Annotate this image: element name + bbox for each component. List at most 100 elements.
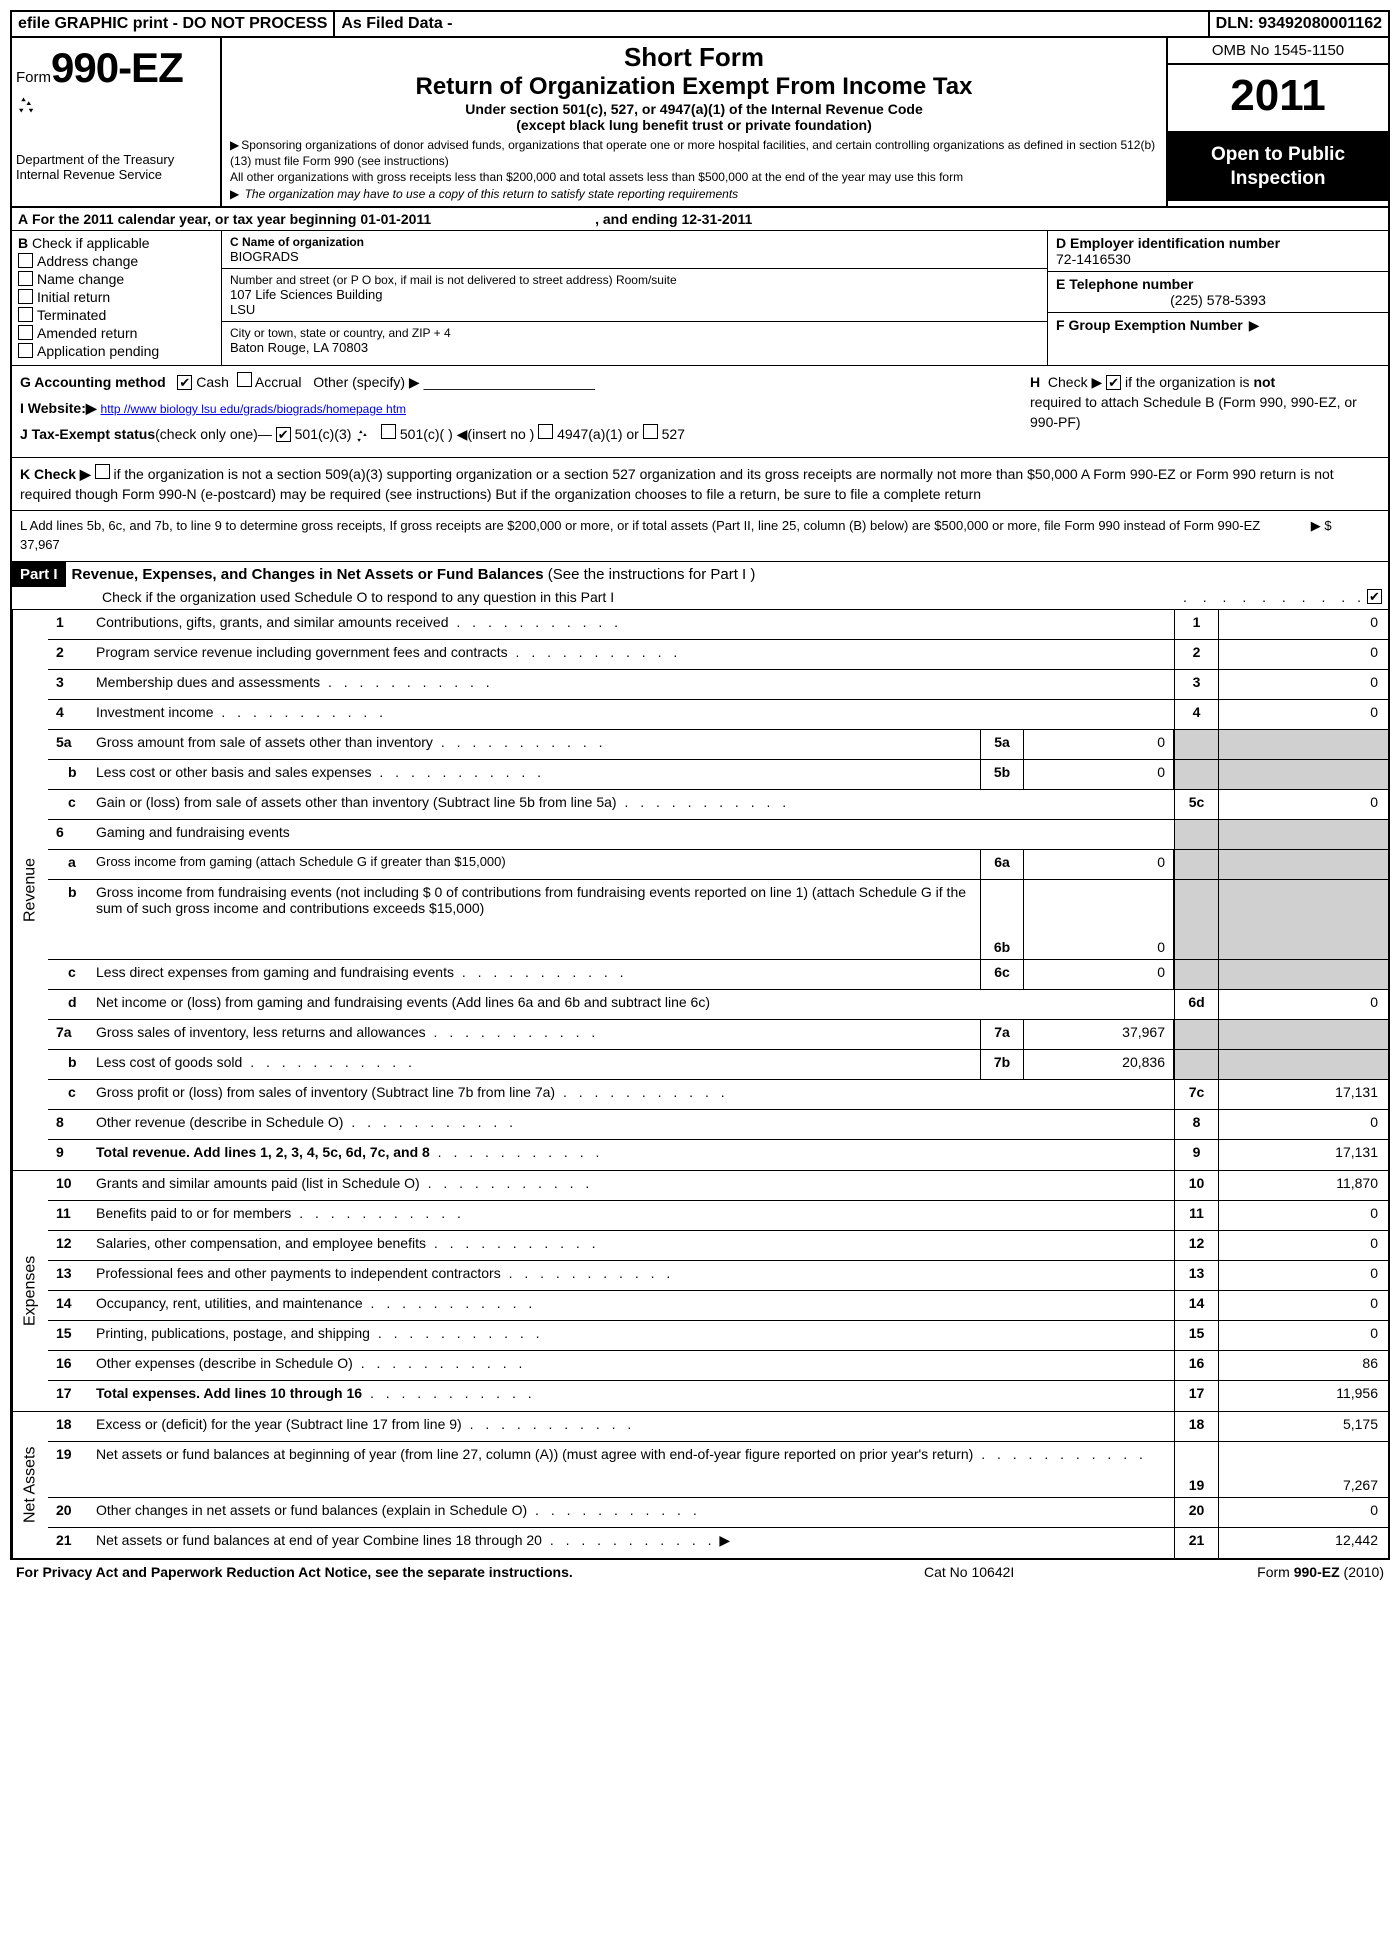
e-label: E Telephone number <box>1056 276 1380 292</box>
l7b-d: Less cost of goods sold <box>96 1054 242 1070</box>
d-label: D Employer identification number <box>1056 235 1380 251</box>
checkbox-initial-return[interactable] <box>18 289 33 304</box>
tax-year: 2011 <box>1168 65 1388 133</box>
l6d-d: Net income or (loss) from gaming and fun… <box>96 994 710 1010</box>
f-label: F Group Exemption Number <box>1056 317 1243 333</box>
l5c-d: Gain or (loss) from sale of assets other… <box>96 794 617 810</box>
part-i-see: (See the instructions for Part I ) <box>548 566 756 583</box>
l20-rv: 0 <box>1218 1498 1388 1527</box>
l6c-rvs <box>1218 960 1388 989</box>
section-bcdef: B Check if applicable Address change Nam… <box>12 231 1388 366</box>
website-link[interactable]: http //www biology lsu edu/grads/biograd… <box>101 402 407 416</box>
form-number: 990-EZ <box>51 44 183 91</box>
l9-n: 9 <box>48 1140 92 1170</box>
l13-d: Professional fees and other payments to … <box>96 1265 501 1281</box>
l5b-d: Less cost or other basis and sales expen… <box>96 764 372 780</box>
c-name-label: C Name of organization <box>230 235 1039 249</box>
j-c3: 501(c)(3) <box>295 426 352 442</box>
l6a-n: a <box>48 850 92 879</box>
l6b-rvs <box>1218 880 1388 959</box>
i-label: I Website:▶ <box>20 400 97 416</box>
footer: For Privacy Act and Paperwork Reduction … <box>10 1560 1390 1584</box>
checkbox-name-change[interactable] <box>18 271 33 286</box>
l8-n: 8 <box>48 1110 92 1139</box>
checkbox-527[interactable] <box>643 424 658 439</box>
b-item-4: Amended return <box>37 325 137 341</box>
checkbox-cash[interactable]: ✔ <box>177 375 192 390</box>
expenses-section: Expenses 10Grants and similar amounts pa… <box>12 1171 1388 1412</box>
l2-d: Program service revenue including govern… <box>96 644 508 660</box>
l7a-d: Gross sales of inventory, less returns a… <box>96 1024 426 1040</box>
l5a-mn: 5a <box>980 730 1024 759</box>
l5b-n: b <box>48 760 92 789</box>
footer-right: Form 990-EZ (2010) <box>1124 1564 1384 1580</box>
recycle-icon <box>355 429 369 443</box>
b-label: B <box>18 235 28 251</box>
checkbox-address-change[interactable] <box>18 253 33 268</box>
l8-d: Other revenue (describe in Schedule O) <box>96 1114 343 1130</box>
short-form-label: Short Form <box>230 42 1158 73</box>
l16-n: 16 <box>48 1351 92 1380</box>
l7a-mn: 7a <box>980 1020 1024 1049</box>
l11-rv: 0 <box>1218 1201 1388 1230</box>
l11-n: 11 <box>48 1201 92 1230</box>
checkbox-k[interactable] <box>95 464 110 479</box>
l12-d: Salaries, other compensation, and employ… <box>96 1235 426 1251</box>
checkbox-accrual[interactable] <box>237 372 252 387</box>
l6-rvs <box>1218 820 1388 849</box>
l5b-mv: 0 <box>1024 760 1174 789</box>
checkbox-app-pending[interactable] <box>18 343 33 358</box>
col-c: C Name of organization BIOGRADS Number a… <box>222 231 1048 365</box>
l11-rn: 11 <box>1174 1201 1218 1230</box>
open-public: Open to Public Inspection <box>1168 133 1388 201</box>
l21-rv: 12,442 <box>1218 1528 1388 1558</box>
l5a-mv: 0 <box>1024 730 1174 759</box>
checkbox-terminated[interactable] <box>18 307 33 322</box>
l13-rn: 13 <box>1174 1261 1218 1290</box>
l18-d: Excess or (deficit) for the year (Subtra… <box>96 1416 462 1432</box>
l15-rv: 0 <box>1218 1321 1388 1350</box>
l6a-d: Gross income from gaming (attach Schedul… <box>96 854 506 869</box>
l7b-rns <box>1174 1050 1218 1079</box>
l5b-mn: 5b <box>980 760 1024 789</box>
l9-rn: 9 <box>1174 1140 1218 1170</box>
l10-n: 10 <box>48 1171 92 1200</box>
recycle-icon <box>16 96 34 114</box>
l7a-rns <box>1174 1020 1218 1049</box>
l6a-rvs <box>1218 850 1388 879</box>
l6a-mv: 0 <box>1024 850 1174 879</box>
l4-rv: 0 <box>1218 700 1388 729</box>
checkbox-part-i[interactable]: ✔ <box>1367 589 1382 604</box>
part-i-title: Revenue, Expenses, and Changes in Net As… <box>66 562 762 587</box>
checkbox-amended[interactable] <box>18 325 33 340</box>
checkbox-501c3[interactable]: ✔ <box>276 427 291 442</box>
checkbox-4947[interactable] <box>538 424 553 439</box>
j-c-other: 501(c)( ) ◀(insert no ) <box>400 426 534 442</box>
l6a-rns <box>1174 850 1218 879</box>
l7a-n: 7a <box>48 1020 92 1049</box>
l5c-rn: 5c <box>1174 790 1218 819</box>
row-l: L Add lines 5b, 6c, and 7b, to line 9 to… <box>12 511 1388 562</box>
checkbox-501c[interactable] <box>381 424 396 439</box>
street1: 107 Life Sciences Building <box>230 287 1039 302</box>
form-prefix: Form <box>16 69 51 86</box>
l12-rv: 0 <box>1218 1231 1388 1260</box>
instr-block: ▶Sponsoring organizations of donor advis… <box>230 137 1158 202</box>
c-city-label: City or town, state or country, and ZIP … <box>230 326 1039 340</box>
j-label: J Tax-Exempt status <box>20 426 155 442</box>
arrow-icon: ▶ <box>230 137 239 153</box>
b-item-1: Name change <box>37 271 124 287</box>
checkbox-h[interactable]: ✔ <box>1106 375 1121 390</box>
header-left: Form990-EZ Department of the Treasury In… <box>12 38 222 206</box>
l4-d: Investment income <box>96 704 214 720</box>
l2-n: 2 <box>48 640 92 669</box>
l18-rv: 5,175 <box>1218 1412 1388 1441</box>
l7c-n: c <box>48 1080 92 1109</box>
l16-rn: 16 <box>1174 1351 1218 1380</box>
l7a-mv: 37,967 <box>1024 1020 1174 1049</box>
j-4947: 4947(a)(1) or <box>557 426 639 442</box>
b-item-0: Address change <box>37 253 138 269</box>
subtitle: Under section 501(c), 527, or 4947(a)(1)… <box>230 101 1158 117</box>
l6-n: 6 <box>48 820 92 849</box>
street2: LSU <box>230 302 1039 317</box>
